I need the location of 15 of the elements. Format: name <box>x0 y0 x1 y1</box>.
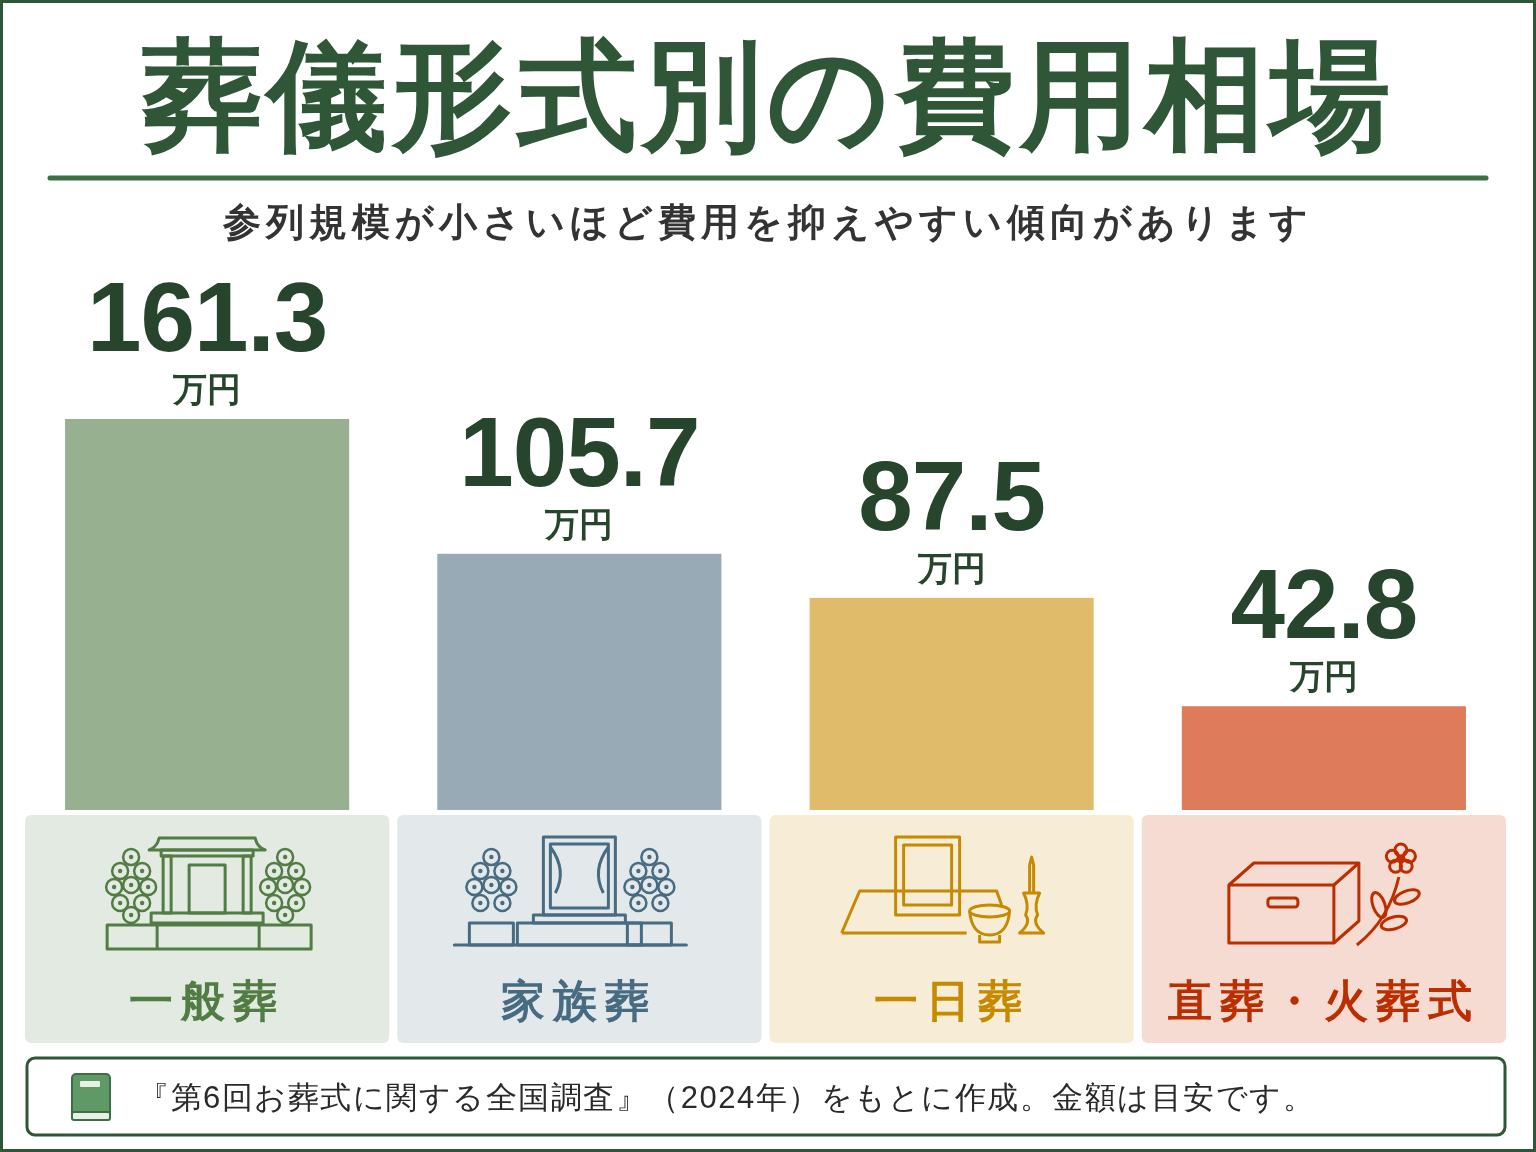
bar <box>1181 706 1466 810</box>
data-label: 87.5万円 <box>858 440 1045 587</box>
chart-title: 葬儀形式別の費用相場 <box>140 28 1395 162</box>
chart-subtitle: 参列規模が小さいほど費用を抑えやすい傾向があります <box>222 201 1313 243</box>
x-tick-label: 家族葬 <box>501 975 658 1025</box>
data-label: 161.3万円 <box>87 262 328 408</box>
data-label: 105.7万円 <box>459 396 700 543</box>
bar <box>437 553 722 810</box>
data-label: 42.8万円 <box>1230 549 1418 696</box>
bar <box>65 419 350 810</box>
x-tick-label: 一般葬 <box>129 975 286 1025</box>
x-tick-label: 直葬・火葬式 <box>1166 975 1480 1025</box>
text: 『第6回お葬式に関する全国調査』（2024年）をもとに作成。金額は目安です。 <box>138 1079 1316 1115</box>
x-tick-label: 一日葬 <box>873 975 1030 1025</box>
bar <box>809 597 1094 810</box>
